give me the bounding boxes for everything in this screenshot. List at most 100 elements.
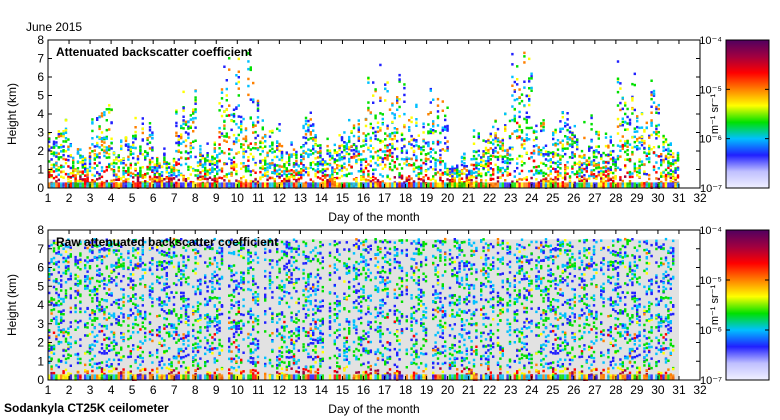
x-tick-label: 3 xyxy=(87,383,94,397)
x-tick-label: 10 xyxy=(231,383,245,397)
y-tick-label: 4 xyxy=(37,298,44,312)
x-tick-label: 7 xyxy=(171,383,178,397)
colorbar-tick-label: 10⁻⁶ xyxy=(699,134,722,146)
colorbar-unit-label: m⁻¹ sr⁻¹ xyxy=(709,94,721,135)
x-tick-label: 17 xyxy=(378,191,392,205)
x-tick-label: 22 xyxy=(483,383,497,397)
x-tick-label: 28 xyxy=(609,383,623,397)
instrument-label: Sodankyla CT25K ceilometer xyxy=(4,401,169,415)
x-tick-label: 25 xyxy=(546,191,560,205)
y-tick-label: 8 xyxy=(37,33,44,47)
x-tick-label: 2 xyxy=(66,383,73,397)
y-tick-label: 7 xyxy=(37,52,44,66)
x-tick-label: 25 xyxy=(546,383,560,397)
x-tick-label: 16 xyxy=(357,383,371,397)
x-tick-label: 14 xyxy=(315,383,329,397)
x-tick-label: 4 xyxy=(108,191,115,205)
x-tick-label: 21 xyxy=(462,383,476,397)
x-tick-label: 30 xyxy=(651,191,665,205)
colorbar-tick-label: 10⁻⁶ xyxy=(699,325,722,337)
backscatter-field xyxy=(48,51,680,189)
x-tick-label: 2 xyxy=(66,191,73,205)
x-tick-label: 13 xyxy=(294,191,308,205)
y-tick-label: 7 xyxy=(37,242,44,256)
x-tick-label: 11 xyxy=(252,383,265,397)
x-tick-label: 29 xyxy=(630,383,644,397)
y-tick-label: 6 xyxy=(37,70,44,84)
x-tick-label: 6 xyxy=(150,383,157,397)
x-tick-label: 8 xyxy=(192,191,199,205)
x-tick-label: 21 xyxy=(462,191,476,205)
x-tick-label: 5 xyxy=(129,191,136,205)
x-tick-label: 20 xyxy=(441,383,455,397)
x-tick-label: 26 xyxy=(567,383,581,397)
x-tick-label: 7 xyxy=(171,191,178,205)
colorbar-tick-label: 10⁻⁵ xyxy=(699,84,722,96)
colorbar-tick-label: 10⁻⁷ xyxy=(700,375,722,387)
x-tick-label: 19 xyxy=(420,191,434,205)
x-tick-label: 27 xyxy=(588,383,602,397)
y-tick-label: 8 xyxy=(37,223,44,237)
y-tick-label: 5 xyxy=(37,279,44,293)
x-tick-label: 19 xyxy=(420,383,434,397)
x-tick-label: 24 xyxy=(525,191,539,205)
x-tick-label: 13 xyxy=(294,383,308,397)
x-tick-label: 22 xyxy=(483,191,497,205)
x-tick-label: 4 xyxy=(108,383,115,397)
x-tick-label: 32 xyxy=(693,191,707,205)
colorbar-tick-label: 10⁻⁴ xyxy=(699,35,722,47)
x-tick-label: 31 xyxy=(672,191,686,205)
y-tick-label: 6 xyxy=(37,261,44,275)
y-tick-label: 4 xyxy=(37,107,44,121)
plot-area xyxy=(48,40,700,188)
x-tick-label: 17 xyxy=(378,383,392,397)
x-tick-label: 11 xyxy=(252,191,265,205)
x-tick-label: 12 xyxy=(273,191,287,205)
x-tick-label: 30 xyxy=(651,383,665,397)
x-tick-label: 12 xyxy=(273,383,287,397)
colorbar-scale xyxy=(725,229,770,381)
panel-title: Raw attenuated backscatter coefficient xyxy=(56,235,278,249)
x-tick-label: 3 xyxy=(87,191,94,205)
backscatter-field xyxy=(48,237,679,381)
colorbar-tick-label: 10⁻⁴ xyxy=(699,225,722,237)
x-tick-label: 28 xyxy=(609,191,623,205)
y-axis-label: Height (km) xyxy=(5,274,19,336)
colorbar-tick-label: 10⁻⁷ xyxy=(700,183,722,195)
x-tick-label: 18 xyxy=(399,383,413,397)
x-tick-label: 8 xyxy=(192,383,199,397)
y-tick-label: 5 xyxy=(37,89,44,103)
x-tick-label: 9 xyxy=(213,383,220,397)
y-tick-label: 2 xyxy=(37,336,44,350)
x-tick-label: 27 xyxy=(588,191,602,205)
y-tick-label: 1 xyxy=(37,163,44,177)
x-tick-label: 1 xyxy=(45,191,52,205)
y-tick-label: 3 xyxy=(37,317,44,331)
month-label: June 2015 xyxy=(26,20,83,34)
y-tick-label: 2 xyxy=(37,144,44,158)
x-tick-label: 32 xyxy=(693,383,707,397)
colorbar-top: 10⁻⁴ 10⁻⁵ 10⁻⁶ 10⁻⁷ m⁻¹ sr⁻¹ xyxy=(699,35,770,195)
x-tick-label: 6 xyxy=(150,191,157,205)
x-tick-label: 23 xyxy=(504,383,518,397)
x-tick-label: 24 xyxy=(525,383,539,397)
colorbar-scale xyxy=(725,39,770,189)
colorbar-unit-label: m⁻¹ sr⁻¹ xyxy=(709,285,721,326)
x-tick-label: 15 xyxy=(336,383,350,397)
x-axis-label: Day of the month xyxy=(328,402,419,416)
colorbar-bottom: 10⁻⁴ 10⁻⁵ 10⁻⁶ 10⁻⁷ m⁻¹ sr⁻¹ xyxy=(699,225,770,387)
x-tick-label: 18 xyxy=(399,191,413,205)
y-axis-label: Height (km) xyxy=(5,83,19,145)
y-tick-label: 0 xyxy=(37,181,44,195)
panel-title: Attenuated backscatter coefficient xyxy=(56,45,252,59)
colorbar-tick-label: 10⁻⁵ xyxy=(699,275,722,287)
y-tick-label: 1 xyxy=(37,354,44,368)
x-tick-label: 31 xyxy=(672,383,686,397)
x-tick-label: 1 xyxy=(45,383,52,397)
x-tick-label: 15 xyxy=(336,191,350,205)
x-tick-label: 23 xyxy=(504,191,518,205)
x-tick-label: 26 xyxy=(567,191,581,205)
